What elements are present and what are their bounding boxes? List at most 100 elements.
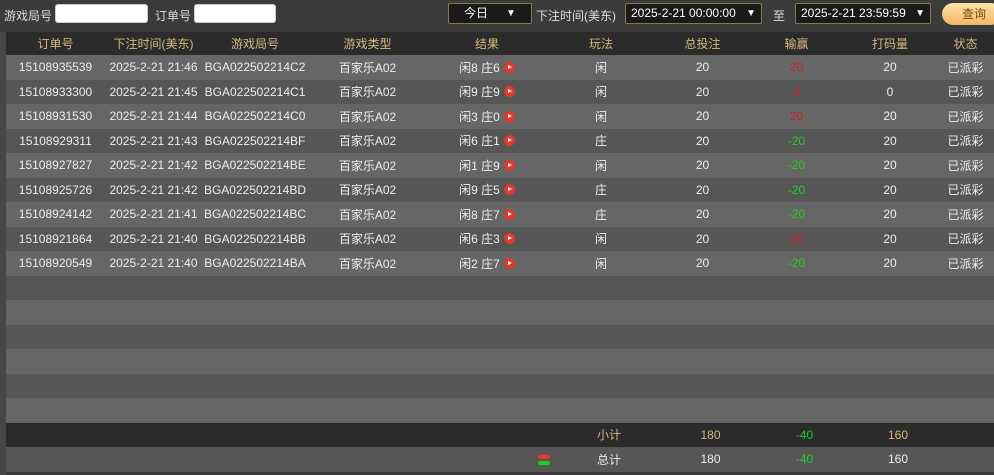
table-cell: 15108935539 [6, 60, 105, 74]
start-time-select[interactable]: 2025-2-21 00:00:00 ▼ [625, 3, 762, 24]
table-cell: 2025-2-21 21:42 [105, 183, 202, 197]
table-cell: 2025-2-21 21:44 [105, 109, 202, 123]
cell-总投注: 20 [695, 133, 710, 148]
table-cell: 庄 [547, 181, 655, 198]
column-header: 状态 [953, 37, 978, 51]
table-row: 15108935539 2025-2-21 21:46 BGA022502214C2… [6, 55, 994, 80]
cell-状态: 已派彩 [947, 256, 984, 271]
cell-打码量: 20 [883, 60, 897, 75]
table-cell: 2025-2-21 21:43 [105, 134, 202, 148]
table-cell: 20 [843, 60, 937, 74]
table-header: 订单号 下注时间(美东) 游戏局号 游戏类型 结果 玩法 总投注 输赢 打码量 状态 [6, 32, 994, 55]
cell-结果: 闲2 庄7 [459, 256, 500, 271]
cell-游戏类型: 百家乐A02 [338, 60, 397, 75]
play-replay-icon[interactable] [503, 110, 515, 122]
play-replay-icon[interactable] [503, 233, 515, 245]
cell-玩法: 庄 [594, 207, 607, 222]
play-replay-icon[interactable] [503, 184, 515, 196]
table-cell: 已派彩 [937, 206, 994, 223]
cell-订单号: 15108935539 [18, 60, 93, 75]
play-replay-icon[interactable] [503, 208, 515, 220]
cell-游戏类型: 百家乐A02 [338, 158, 397, 173]
cell-状态: 已派彩 [947, 207, 984, 222]
cell-打码量: 0 [886, 84, 894, 99]
cell-游戏类型: 百家乐A02 [338, 256, 397, 271]
cell-结果: 闲8 庄6 [459, 60, 500, 75]
cell-状态: 已派彩 [947, 109, 984, 124]
empty-row [6, 324, 994, 349]
cell-输赢: -20 [787, 158, 806, 173]
total-bet: 180 [700, 452, 721, 467]
column-header: 游戏局号 [230, 37, 279, 51]
table-cell: 庄 [547, 206, 655, 223]
table-cell: 已派彩 [937, 108, 994, 125]
table-cell: -20 [750, 256, 843, 270]
table-row: 15108920549 2025-2-21 21:40 BGA022502214BA… [6, 251, 994, 276]
chevron-down-icon: ▼ [915, 8, 925, 19]
table-cell: 20 [655, 85, 750, 99]
cell-玩法: 庄 [594, 134, 607, 149]
table-cell: -20 [750, 207, 843, 221]
cell-状态: 已派彩 [947, 232, 984, 247]
subtotal-row: 小计 180 -40 160 [6, 422, 994, 447]
cell-打码量: 20 [883, 256, 897, 271]
table-cell: 已派彩 [937, 83, 994, 100]
cell-输赢: 20 [789, 231, 804, 246]
table-cell: 闲9 庄9 [427, 83, 547, 100]
query-button[interactable]: 查询 [942, 3, 994, 25]
cell-游戏类型: 百家乐A02 [338, 232, 397, 247]
cell-打码量: 20 [883, 109, 897, 124]
empty-row [6, 300, 994, 325]
play-replay-icon[interactable] [503, 86, 515, 98]
end-time-select[interactable]: 2025-2-21 23:59:59 ▼ [795, 3, 931, 24]
subtotal-code: 160 [887, 427, 909, 442]
refresh-icon[interactable] [537, 454, 551, 466]
cell-订单号: 15108931530 [18, 109, 93, 124]
play-replay-icon[interactable] [503, 61, 515, 73]
table-cell: 百家乐A02 [308, 230, 427, 247]
bet-table: 订单号 下注时间(美东) 游戏局号 游戏类型 结果 玩法 总投注 输赢 打码量 状态 151089… [6, 32, 994, 472]
table-cell: 闲2 庄7 [427, 255, 547, 272]
table-cell: BGA022502214C0 [202, 109, 308, 123]
table-cell: 闲 [547, 108, 655, 125]
table-cell: 0 [750, 85, 843, 99]
table-cell: BGA022502214BA [202, 256, 308, 270]
table-cell: 20 [843, 232, 937, 246]
left-strip [0, 32, 6, 475]
table-cell: 20 [655, 109, 750, 123]
order-input[interactable] [194, 4, 276, 23]
table-row: 15108924142 2025-2-21 21:41 BGA022502214BC… [6, 202, 994, 227]
total-code: 160 [887, 452, 909, 467]
table-cell: BGA022502214C1 [202, 85, 308, 99]
table-cell: 20 [655, 183, 750, 197]
cell-状态: 已派彩 [947, 158, 984, 173]
table-cell: -20 [750, 158, 843, 172]
play-replay-icon[interactable] [503, 257, 515, 269]
table-cell: 20 [750, 109, 843, 123]
period-select[interactable]: 今日 ▼ [448, 3, 532, 24]
order-label: 订单号 [155, 9, 192, 23]
cell-游戏局号: BGA022502214BB [204, 231, 306, 246]
cell-总投注: 20 [695, 207, 710, 222]
table-cell: 闲3 庄0 [427, 108, 547, 125]
table-cell: 百家乐A02 [308, 181, 427, 198]
cell-订单号: 15108927827 [18, 158, 93, 173]
table-cell: 百家乐A02 [308, 59, 427, 76]
round-label: 游戏局号 [4, 9, 53, 23]
column-header: 玩法 [588, 37, 613, 51]
cell-游戏类型: 百家乐A02 [338, 85, 397, 100]
round-input[interactable] [55, 4, 148, 23]
table-cell: 20 [843, 256, 937, 270]
play-replay-icon[interactable] [503, 159, 515, 171]
table-cell: 20 [655, 207, 750, 221]
cell-输赢: -20 [787, 182, 806, 197]
table-cell: 20 [655, 232, 750, 246]
table-cell: 20 [655, 256, 750, 270]
period-value: 今日 [464, 6, 489, 20]
table-row: 15108933300 2025-2-21 21:45 BGA022502214C1… [6, 79, 994, 104]
table-cell: 闲6 庄3 [427, 230, 547, 247]
play-replay-icon[interactable] [503, 135, 515, 147]
table-cell: 2025-2-21 21:42 [105, 158, 202, 172]
table-cell: 闲 [547, 255, 655, 272]
cell-游戏局号: BGA022502214BA [204, 256, 306, 271]
